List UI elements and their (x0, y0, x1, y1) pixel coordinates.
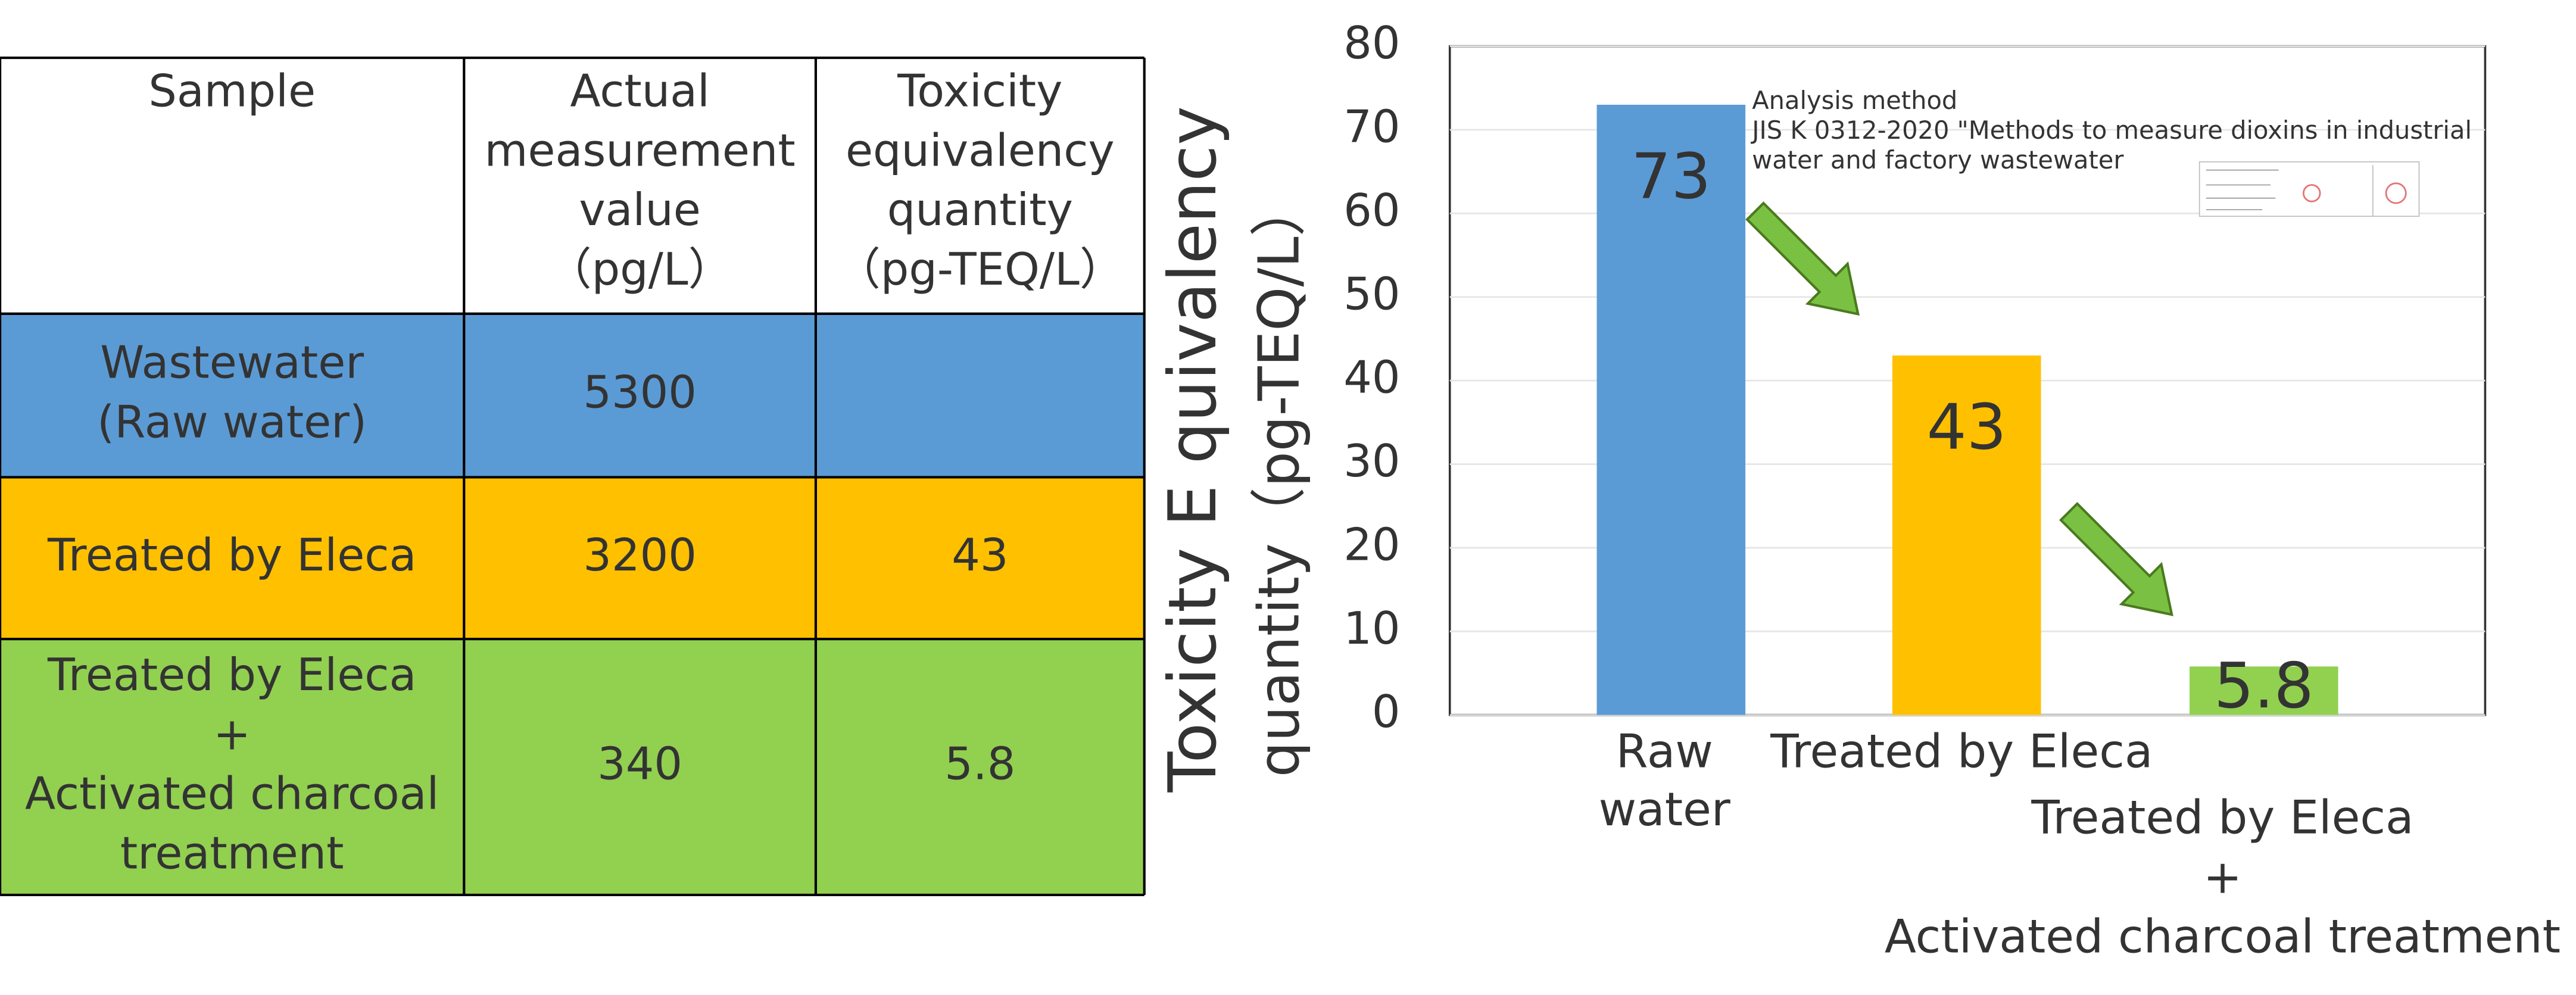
table-cell: （pg-TEQ/L） (836, 244, 1124, 295)
annotation: JIS K 0312-2020 "Methods to measure diox… (1750, 116, 2472, 145)
x-tick-label: Treated by Eleca (1770, 725, 2153, 779)
table-cell: Treated by Eleca (47, 649, 416, 701)
annotation: water and factory wastewater (1752, 145, 2124, 174)
arrow (1745, 201, 1860, 316)
table-header (0, 58, 1144, 314)
x-tick-label: Activated charcoal treatment (1885, 910, 2561, 963)
value-label: 43 (1927, 390, 2007, 463)
table-cell: 43 (952, 529, 1008, 581)
table-cell: quantity (887, 184, 1073, 236)
document-thumbnail (2198, 161, 2420, 217)
x-tick-label: Treated by Eleca (2031, 791, 2413, 845)
value-label: 5.8 (2214, 649, 2314, 722)
table-cell: (Raw water) (97, 397, 367, 448)
y-tick-label: 70 (1343, 101, 1400, 153)
table-cell: Actual (570, 65, 710, 117)
y-axis-title: quantity（pg-TEQ/L） (1247, 180, 1312, 777)
table-cell: 3200 (583, 529, 697, 581)
table-cell: value (579, 184, 700, 236)
table-cell: 340 (597, 738, 682, 790)
bar (1596, 104, 1746, 715)
table-row (0, 313, 1144, 478)
table-cell: Treated by Eleca (47, 529, 416, 581)
table-cell: Wastewater (100, 337, 364, 389)
value-label: 73 (1631, 139, 1711, 213)
y-tick-label: 30 (1343, 435, 1400, 487)
y-tick-label: 60 (1343, 185, 1400, 236)
table-row (0, 639, 1144, 895)
table-row (0, 477, 1144, 640)
y-axis-title: Toxicity E quivalency (1155, 106, 1231, 793)
x-tick-label: + (2203, 850, 2242, 904)
table-cell: 5.8 (944, 738, 1015, 790)
table-cell: + (213, 709, 251, 760)
table-cell: Toxicity (897, 65, 1062, 117)
y-tick-label: 50 (1343, 268, 1400, 320)
x-tick-label: Raw (1616, 725, 1713, 779)
table-cell: treatment (120, 827, 344, 879)
x-tick-label: water (1599, 783, 1730, 837)
y-tick-label: 20 (1343, 519, 1400, 570)
bar (2190, 666, 2338, 715)
table-cell: 5300 (583, 367, 697, 419)
y-tick-label: 0 (1372, 686, 1401, 738)
table-cell: Sample (148, 65, 316, 117)
bar (1892, 355, 2041, 715)
table-cell: equivalency (846, 124, 1115, 176)
y-tick-label: 10 (1343, 603, 1400, 654)
y-tick-label: 80 (1343, 17, 1400, 69)
y-tick-label: 40 (1343, 352, 1400, 404)
table-cell: Activated charcoal (25, 768, 439, 819)
table-cell: measurement (484, 124, 795, 176)
table-cell: （pg/L） (547, 244, 733, 295)
arrow (2059, 501, 2173, 616)
annotation: Analysis method (1752, 86, 1957, 115)
